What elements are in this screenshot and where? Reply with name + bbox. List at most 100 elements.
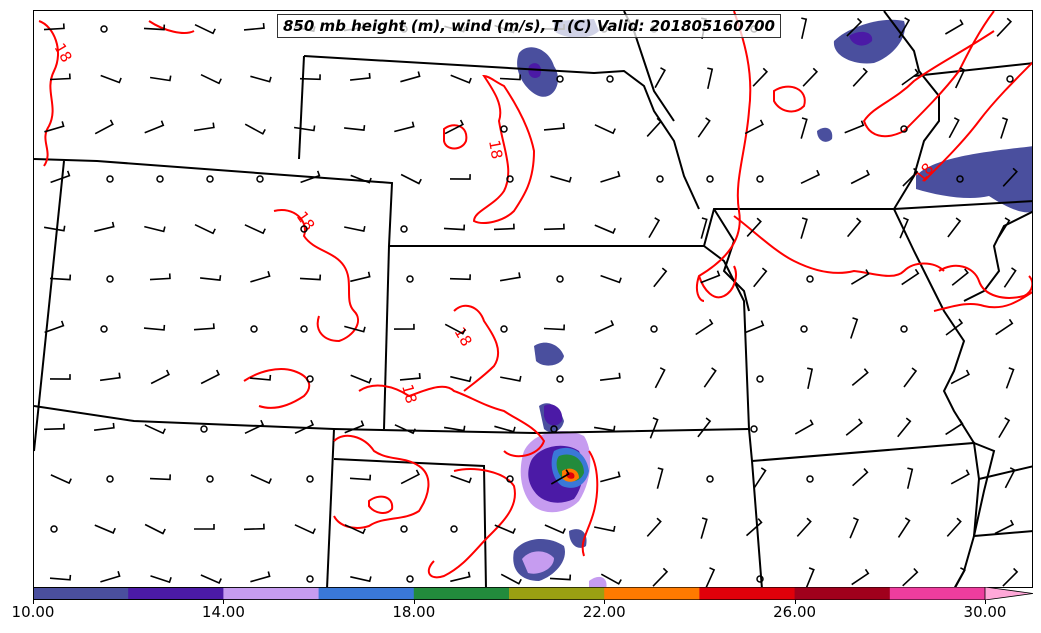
wind-barb — [399, 373, 421, 381]
wind-barb — [594, 525, 616, 532]
wind-barb — [49, 574, 72, 581]
wind-barb — [700, 270, 721, 284]
wind-barb — [744, 320, 765, 334]
wind-barb — [543, 223, 565, 231]
wind-barb — [243, 523, 265, 531]
boundary-line — [326, 428, 335, 587]
wind-barb — [800, 217, 808, 239]
wind-barb — [794, 419, 814, 435]
wind-barb — [707, 67, 714, 89]
calm-wind-circle — [206, 475, 214, 483]
wind-barb — [1002, 567, 1019, 587]
wind-barb — [995, 318, 1014, 336]
wind-barb — [703, 367, 717, 388]
isotherm-line — [938, 264, 1032, 299]
wind-barb — [851, 568, 870, 586]
calm-wind-circle — [756, 375, 764, 383]
wind-barb — [852, 468, 869, 487]
wind-barb — [344, 225, 366, 232]
wind-barb — [946, 517, 962, 537]
isotherm-line — [923, 61, 1032, 182]
boundary-line — [298, 55, 305, 160]
calm-wind-circle — [406, 275, 414, 283]
isotherm-line — [427, 468, 516, 579]
wind-barb — [49, 274, 72, 281]
calm-wind-circle — [556, 375, 564, 383]
wind-barb — [805, 567, 815, 587]
isotherm-line — [698, 265, 737, 299]
wind-barb — [244, 419, 265, 435]
colorbar-segment — [413, 587, 510, 600]
calm-wind-circle — [556, 75, 564, 83]
wind-barb — [849, 517, 859, 539]
wind-barb — [493, 223, 515, 231]
wind-barb — [450, 571, 471, 583]
wind-barb — [950, 469, 970, 485]
wind-barb — [844, 120, 865, 134]
wind-barb — [550, 175, 572, 183]
wind-barb — [593, 425, 616, 432]
wind-barb — [350, 271, 371, 283]
wind-barb — [99, 372, 121, 382]
wind-barb — [443, 425, 466, 432]
isotherm-line — [333, 434, 430, 529]
calm-wind-circle — [506, 175, 514, 183]
calm-wind-circle — [100, 25, 108, 33]
wind-barb — [746, 217, 762, 237]
wind-barb — [44, 320, 65, 334]
wind-barb — [753, 267, 768, 288]
wind-barb — [500, 573, 522, 585]
wind-barb — [543, 324, 565, 331]
wind-barb — [249, 374, 272, 381]
wind-barb — [951, 268, 969, 286]
wind-barb — [998, 417, 1011, 439]
wind-barb — [700, 217, 708, 239]
wind-barb — [697, 417, 712, 438]
wind-barb — [200, 73, 222, 85]
wind-barb — [200, 275, 222, 281]
calm-wind-circle — [106, 475, 114, 483]
wind-barb — [394, 121, 415, 133]
wind-barb — [43, 23, 65, 31]
wind-barb — [200, 369, 220, 385]
wind-barb — [400, 469, 420, 485]
wind-barb — [850, 269, 870, 285]
wind-barb — [194, 524, 215, 530]
wind-barb — [899, 217, 909, 239]
calm-wind-circle — [656, 175, 664, 183]
calm-wind-circle — [306, 575, 314, 583]
wind-barb — [800, 117, 808, 139]
calm-wind-circle — [206, 175, 214, 183]
wind-barb — [149, 474, 171, 481]
colorbar-segment — [889, 587, 986, 600]
calm-wind-circle — [256, 175, 264, 183]
wind-barb — [43, 225, 66, 232]
wind-barb — [94, 422, 115, 431]
calm-wind-circle — [556, 275, 564, 283]
wind-barb — [653, 267, 668, 288]
boundary-line — [303, 55, 700, 210]
colorbar-tick — [223, 600, 225, 604]
colorbar-tick-label: 18.00 — [392, 603, 436, 621]
map-canvas: 18 18 18 18 18 18 — [34, 11, 1032, 587]
contour-label: 18 — [51, 40, 76, 66]
wind-barb — [846, 17, 863, 37]
wind-barb — [250, 474, 272, 485]
wind-barb — [344, 325, 366, 333]
calm-wind-circle — [200, 425, 208, 433]
isotherm-line — [38, 20, 59, 167]
wind-barb — [807, 367, 814, 389]
calm-wind-circle — [106, 275, 114, 283]
wind-barb — [393, 323, 415, 330]
colorbar-segment — [223, 587, 320, 600]
wind-barb — [600, 170, 621, 183]
isotherm-line — [453, 304, 500, 392]
calm-wind-circle — [306, 375, 314, 383]
wind-barb — [1005, 367, 1015, 389]
wind-barb — [149, 75, 172, 82]
wind-barb — [801, 17, 808, 39]
calm-wind-circle — [306, 475, 314, 483]
wind-barb — [194, 23, 216, 35]
wind-barb — [652, 567, 669, 587]
wind-barb — [344, 125, 366, 131]
